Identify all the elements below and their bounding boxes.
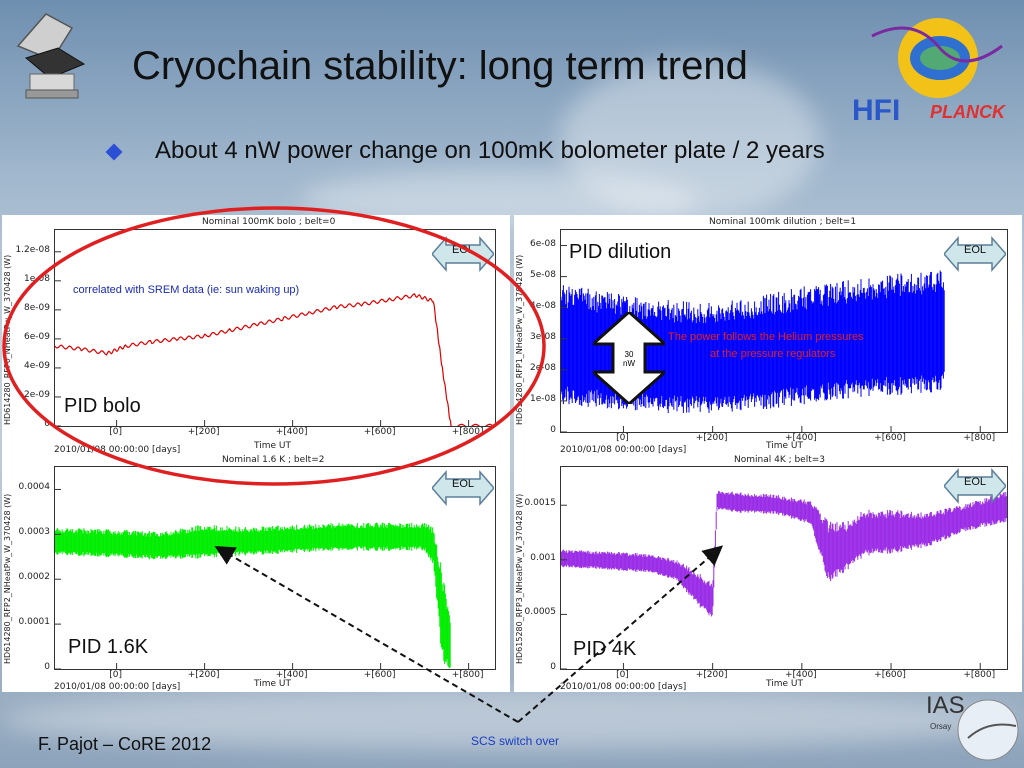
y-tick-label: 0	[44, 419, 50, 429]
x-axis-origin-label: 2010/01/08 00:00:00 [days]	[54, 445, 181, 455]
y-tick-label: 0.0001	[18, 617, 51, 628]
eol-label: EOL	[451, 478, 474, 490]
pid-label-1-6k: PID 1.6K	[68, 636, 149, 659]
x-axis-label: Time UT	[766, 441, 803, 451]
chart-svg	[55, 488, 470, 669]
svg-text:HFI: HFI	[852, 94, 900, 126]
y-tick-label: 0	[44, 662, 50, 672]
eol-marker-4k: EOL	[943, 468, 1007, 504]
x-tick-label: +[400]	[784, 670, 817, 680]
y-tick-label: 4e-09	[24, 360, 50, 371]
x-tick-label: +[800]	[451, 427, 484, 437]
x-axis-label: Time UT	[254, 679, 291, 689]
y-tick-label: 0	[550, 662, 556, 672]
x-tick-label: +[600]	[363, 670, 396, 680]
hfi-planck-logo: HFI PLANCK	[852, 18, 1007, 126]
srem-note: correlated with SREM data (ie: sun wakin…	[73, 284, 300, 296]
scs-arrow-1-6k	[214, 545, 519, 723]
x-axis-origin-label: 2010/01/08 00:00:00 [days]	[560, 445, 687, 455]
thirty-nw-arrow: 30 nW	[589, 309, 669, 407]
x-tick-label: +[600]	[874, 433, 906, 443]
y-tick-label: 0.0004	[18, 482, 51, 493]
series-line	[55, 293, 494, 426]
slide-title: Cryochain stability: long term trend	[132, 44, 748, 88]
svg-text:PLANCK: PLANCK	[930, 102, 1007, 122]
x-axis-origin-label: 2010/01/08 00:00:00 [days]	[560, 682, 687, 692]
y-tick-label: 1e-08	[530, 393, 556, 404]
series-band	[561, 490, 1007, 617]
y-tick-label: 0	[550, 425, 556, 435]
ias-logo: IAS Orsay	[918, 690, 1022, 762]
helium-note-line1: The power follows the Helium pressures	[668, 331, 864, 343]
ias-logo-sub: Orsay	[930, 722, 952, 731]
y-tick-label: 0.0005	[524, 607, 557, 618]
chart-title: Nominal 4K ; belt=3	[734, 455, 826, 465]
footer-author: F. Pajot – CoRE 2012	[38, 734, 212, 754]
x-tick-label: +[800]	[963, 433, 996, 443]
eol-label: EOL	[963, 244, 986, 256]
chart-title: Nominal 100mK bolo ; belt=0	[202, 217, 336, 227]
chart-title: Nominal 1.6 K ; belt=2	[222, 455, 325, 465]
x-tick-label: [0]	[616, 433, 629, 443]
y-tick-label: 0.0015	[524, 498, 557, 509]
x-tick-label: +[200]	[187, 670, 220, 680]
x-axis-origin-label: 2010/01/08 00:00:00 [days]	[54, 682, 181, 692]
y-tick-label: 5e-08	[530, 269, 556, 280]
pid-label-4k: PID 4K	[573, 638, 637, 661]
x-tick-label: +[800]	[963, 670, 996, 680]
planck-satellite-icon	[16, 13, 86, 99]
chart-panel-1-6k: Nominal 1.6 K ; belt=2 HD614280_RFP2_NHe…	[2, 454, 510, 692]
y-tick-label: 0.001	[530, 552, 556, 563]
chart-svg	[55, 251, 494, 426]
eol-label: EOL	[963, 476, 986, 488]
chart-title: Nominal 100mk dilution ; belt=1	[709, 217, 857, 227]
y-tick-label: 6e-09	[24, 331, 50, 342]
helium-note-line2: at the pressure regulators	[710, 348, 836, 360]
y-tick-label: 0.0002	[18, 572, 51, 583]
x-tick-label: +[600]	[874, 670, 906, 680]
y-tick-label: 0.0003	[18, 527, 51, 538]
ias-logo-text: IAS	[926, 692, 965, 719]
chart-svg	[561, 490, 1007, 669]
pid-label-dilution: PID dilution	[569, 241, 672, 264]
chart-panel-4k: Nominal 4K ; belt=3 HD615280_RFP3_NHeatP…	[514, 454, 1022, 692]
scs-arrow-4k	[517, 545, 724, 723]
plot-area	[54, 229, 496, 427]
y-tick-label: 4e-08	[530, 300, 556, 311]
x-tick-label: +[600]	[363, 427, 396, 437]
y-tick-label: 2e-09	[24, 389, 50, 400]
highlight-circle	[2, 206, 546, 486]
x-tick-label: [0]	[616, 670, 629, 680]
chart-panel-bolo: Nominal 100mK bolo ; belt=0 HD614280_RFP…	[2, 215, 510, 455]
x-tick-label: [0]	[109, 427, 122, 437]
thirty-nw-label: 30 nW	[623, 350, 635, 368]
y-tick-label: 6e-08	[530, 238, 556, 249]
y-tick-label: 2e-08	[530, 362, 556, 373]
x-tick-label: +[200]	[187, 427, 220, 437]
chart-panel-dilution: Nominal 100mk dilution ; belt=1 HD614280…	[514, 215, 1022, 455]
x-tick-label: +[400]	[275, 670, 308, 680]
x-tick-label: +[200]	[695, 670, 728, 680]
plot-area	[560, 466, 1008, 670]
bullet-text: About 4 nW power change on 100mK bolomet…	[155, 137, 825, 164]
series-band	[55, 522, 451, 669]
pid-label-bolo: PID bolo	[64, 395, 141, 418]
x-axis-label: Time UT	[766, 679, 803, 689]
x-tick-label: +[800]	[451, 670, 484, 680]
x-tick-label: +[400]	[784, 433, 817, 443]
eol-marker-dilution: EOL	[943, 236, 1007, 272]
x-axis-label: Time UT	[254, 441, 291, 451]
y-tick-label: 8e-09	[24, 302, 50, 313]
scs-switch-note: SCS switch over	[471, 734, 560, 748]
x-tick-label: [0]	[109, 670, 122, 680]
y-tick-label: 1.2e-08	[15, 244, 50, 255]
x-tick-label: +[400]	[275, 427, 308, 437]
x-tick-label: +[200]	[695, 433, 728, 443]
eol-label: EOL	[451, 244, 474, 256]
